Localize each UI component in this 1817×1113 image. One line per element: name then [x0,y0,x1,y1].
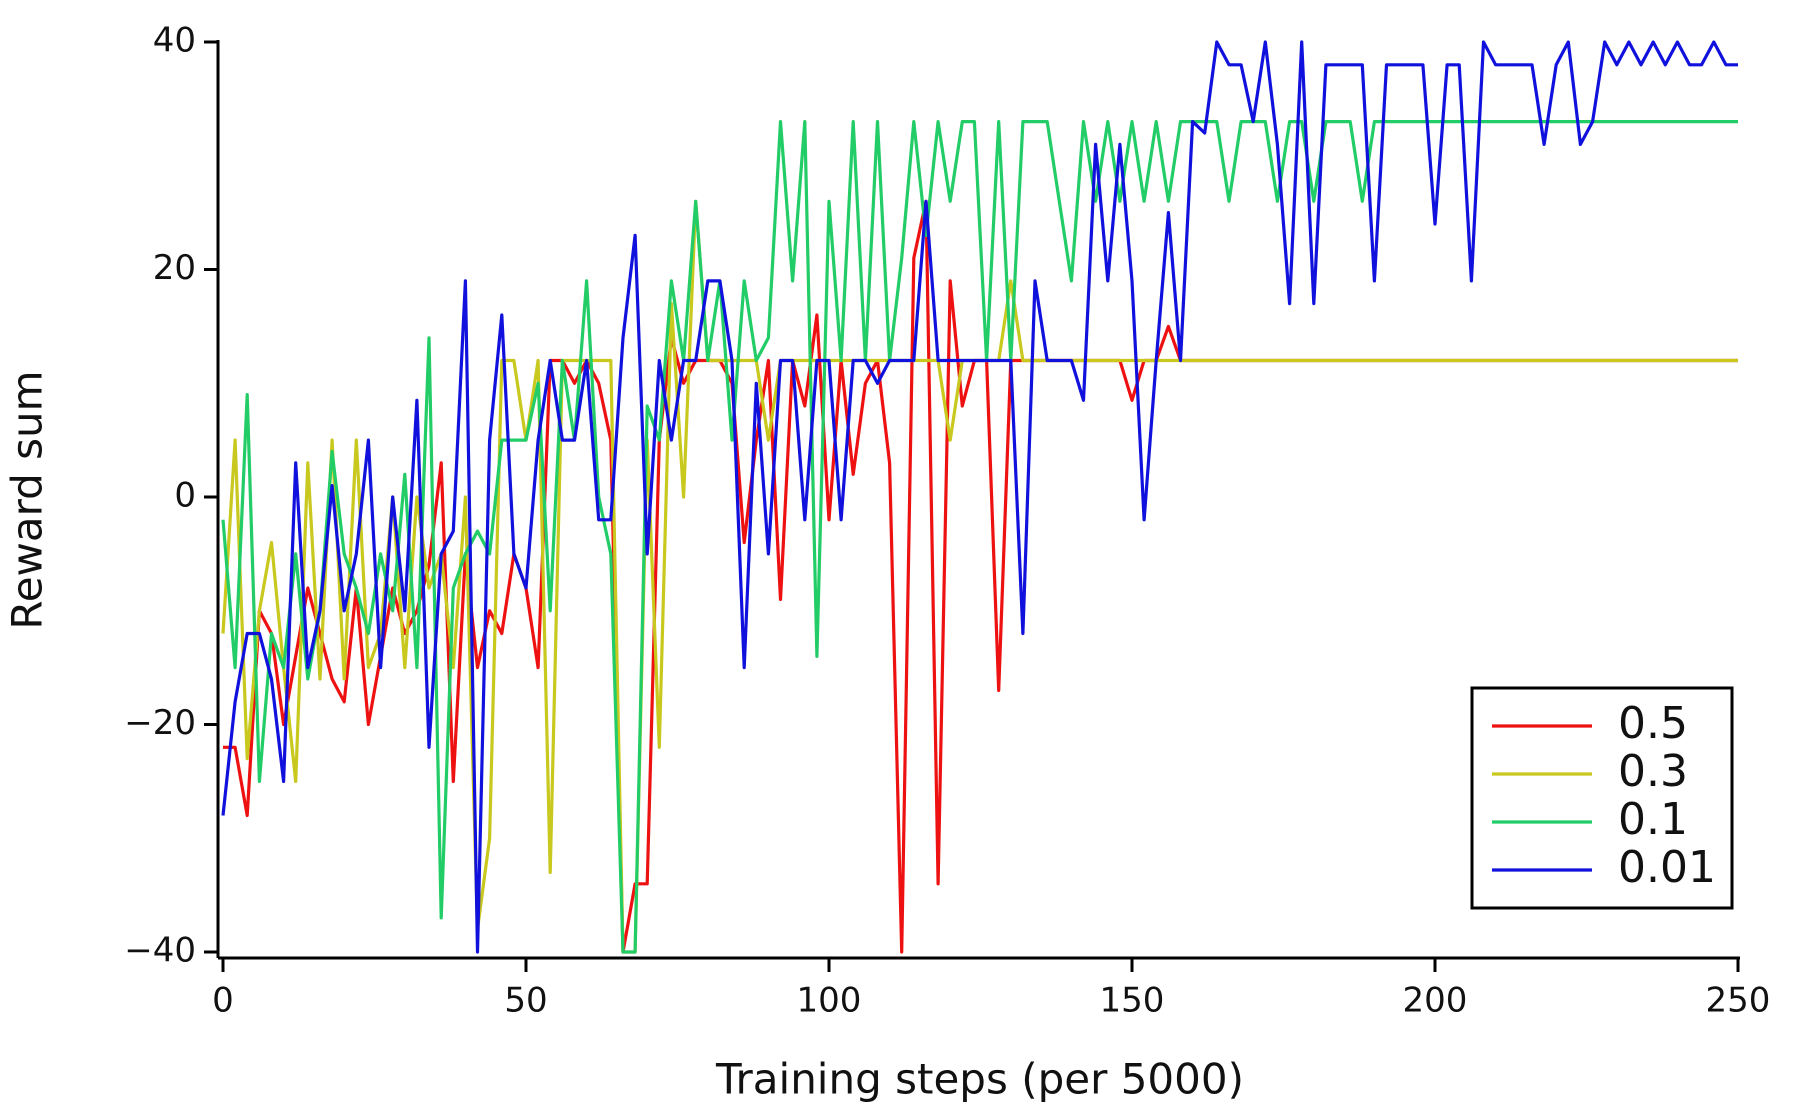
x-tick-label: 100 [797,981,862,1021]
line-series [221,40,1738,954]
legend-label: 0.1 [1618,794,1688,845]
legend-label: 0.5 [1618,698,1688,749]
x-tick-label: 200 [1403,981,1468,1021]
x-tick-label: 150 [1100,981,1165,1021]
legend-label: 0.01 [1618,842,1716,893]
y-axis-label: Reward sum [3,370,52,629]
x-tick-label: 50 [504,981,547,1021]
line-series [221,120,1738,954]
x-axis-label: Training steps (per 5000) [715,1055,1244,1104]
x-tick-label: 0 [212,981,234,1021]
y-tick-label: −40 [124,931,196,971]
y-tick-label: −20 [124,703,196,743]
y-tick-label: 40 [153,21,196,61]
y-tick-label: 0 [174,476,196,516]
y-tick-label: 20 [153,248,196,288]
x-tick-label: 250 [1706,981,1771,1021]
legend-label: 0.3 [1618,746,1688,797]
